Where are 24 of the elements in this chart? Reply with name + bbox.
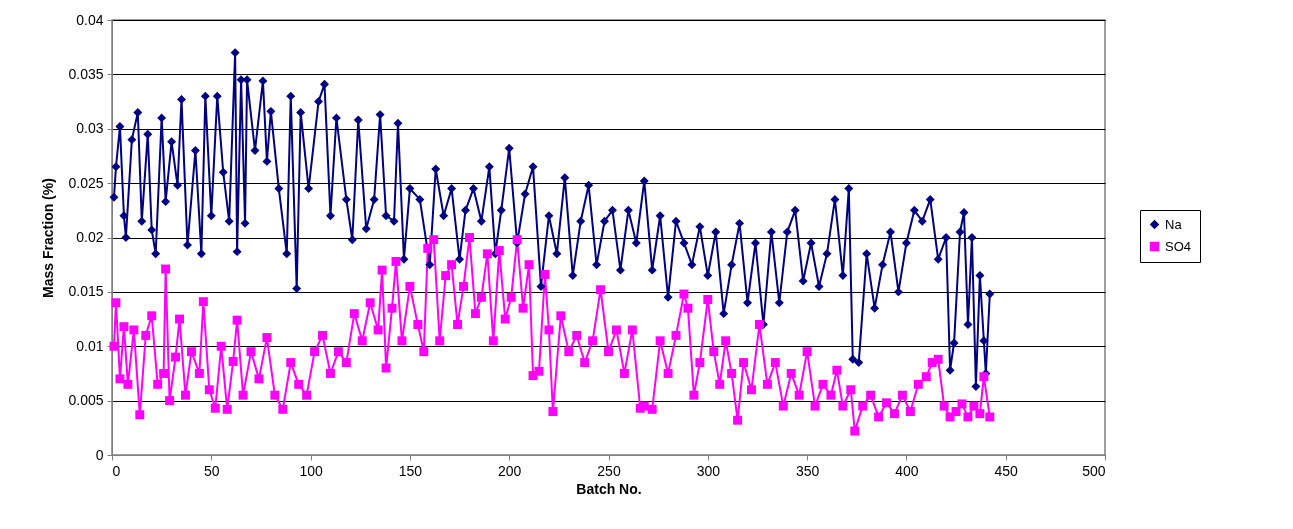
- x-tick-label: 400: [895, 462, 919, 479]
- x-tick-label: 150: [398, 462, 423, 479]
- x-tick-label: 500: [1082, 462, 1106, 479]
- y-tick-label: 0: [95, 446, 104, 463]
- x-tick-label: 100: [299, 462, 323, 479]
- y-tick-label: 0.02: [76, 229, 104, 245]
- y-tick-label: 0.03: [76, 120, 104, 137]
- y-tick-label: 0.035: [68, 65, 104, 82]
- x-axis-title: Batch No.: [576, 480, 642, 497]
- legend-label: Na: [1165, 216, 1183, 232]
- x-tick-label: 250: [597, 462, 621, 479]
- x-tick-label: 450: [994, 462, 1019, 479]
- y-tick-label: 0.015: [68, 283, 104, 300]
- y-tick-label: 0.005: [68, 392, 104, 409]
- y-tick-label: 0.025: [68, 174, 104, 191]
- x-tick-label: 300: [696, 462, 721, 479]
- x-tick-label: 200: [498, 462, 522, 479]
- x-tick-label: 0: [112, 462, 121, 479]
- legend-label: SO4: [1165, 238, 1192, 254]
- y-axis-title: Mass Fraction (%): [40, 178, 57, 298]
- y-tick-label: 0.04: [76, 11, 104, 28]
- y-tick-label: 0.01: [76, 337, 104, 354]
- x-tick-label: 350: [795, 462, 820, 479]
- x-tick-label: 50: [204, 462, 220, 479]
